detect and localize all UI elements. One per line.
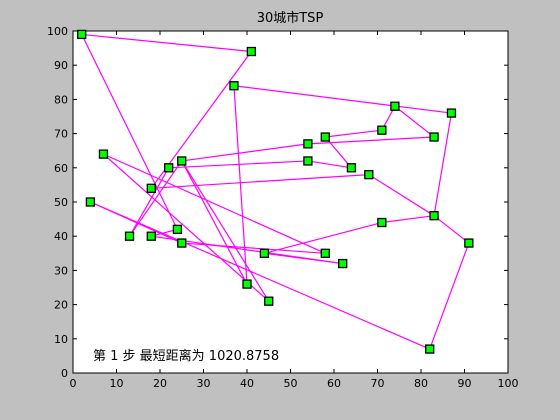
y-tick-label: 90 bbox=[54, 59, 68, 72]
route-segment bbox=[103, 153, 326, 254]
plot-area bbox=[72, 30, 509, 374]
city-marker bbox=[146, 231, 156, 241]
y-tick-label: 30 bbox=[54, 264, 68, 277]
x-tick-label: 30 bbox=[197, 377, 211, 390]
x-tick-label: 40 bbox=[240, 377, 254, 390]
route-segment bbox=[233, 85, 248, 285]
y-tick-label: 10 bbox=[54, 333, 68, 346]
y-tick-label: 0 bbox=[61, 367, 68, 380]
y-tick-label: 20 bbox=[54, 299, 68, 312]
x-tick-label: 90 bbox=[458, 377, 472, 390]
route-segment bbox=[151, 174, 369, 189]
route-segment bbox=[181, 160, 270, 302]
city-marker bbox=[259, 248, 270, 258]
y-tick-label: 100 bbox=[47, 25, 68, 38]
route-segment bbox=[433, 112, 453, 216]
city-marker bbox=[364, 169, 374, 180]
city-marker bbox=[177, 156, 187, 166]
route-segment bbox=[81, 34, 178, 230]
city-marker bbox=[446, 108, 457, 118]
x-tick-label: 80 bbox=[414, 377, 428, 390]
x-tick-label: 50 bbox=[284, 377, 298, 390]
y-tick-label: 80 bbox=[54, 93, 68, 106]
y-tick-label: 70 bbox=[54, 128, 68, 141]
city-marker bbox=[85, 197, 96, 207]
city-marker bbox=[98, 149, 109, 159]
route-segment bbox=[433, 215, 470, 244]
route-segment bbox=[429, 242, 470, 350]
route-segment bbox=[394, 105, 435, 138]
city-marker bbox=[320, 248, 330, 258]
route-segment bbox=[368, 174, 435, 217]
y-tick-label: 50 bbox=[54, 196, 68, 209]
route-segment bbox=[307, 160, 352, 169]
route-segment bbox=[233, 85, 452, 114]
route-segment bbox=[90, 201, 430, 350]
route-segment bbox=[181, 160, 248, 285]
city-marker bbox=[229, 81, 239, 91]
city-marker bbox=[425, 344, 435, 354]
route-segment bbox=[90, 201, 182, 244]
x-tick-label: 0 bbox=[70, 377, 77, 390]
route-segment bbox=[381, 215, 435, 224]
x-tick-label: 70 bbox=[371, 377, 385, 390]
city-marker bbox=[429, 211, 439, 221]
city-marker bbox=[124, 231, 135, 241]
city-marker bbox=[242, 279, 252, 289]
x-tick-label: 10 bbox=[110, 377, 124, 390]
city-marker bbox=[338, 258, 348, 269]
city-marker bbox=[264, 296, 274, 306]
route-segment bbox=[264, 221, 383, 254]
route-segment bbox=[307, 136, 435, 145]
x-tick-label: 100 bbox=[498, 377, 519, 390]
city-marker bbox=[377, 125, 387, 135]
city-marker bbox=[377, 217, 387, 228]
city-marker bbox=[246, 46, 257, 57]
best-distance-annotation: 第 1 步 最短距离为 1020.8758 bbox=[93, 348, 279, 364]
city-marker bbox=[303, 139, 313, 149]
city-marker bbox=[172, 224, 183, 235]
route-segment bbox=[168, 160, 308, 169]
chart-title: 30城市TSP bbox=[257, 10, 324, 26]
route-segment bbox=[181, 143, 308, 162]
route-segment bbox=[81, 33, 252, 53]
city-marker bbox=[164, 163, 174, 173]
city-markers bbox=[77, 29, 474, 354]
route-segment bbox=[129, 167, 170, 237]
city-marker bbox=[177, 238, 187, 248]
city-marker bbox=[146, 183, 156, 193]
city-marker bbox=[429, 132, 439, 142]
axis-ticks: 0 10 20 30 40 50 60 70 80 90 100 0 10 20 30 40 50 60 70 80 9… bbox=[47, 25, 519, 390]
city-marker bbox=[346, 163, 357, 173]
city-marker bbox=[320, 132, 330, 142]
city-marker bbox=[390, 101, 400, 111]
route-segment bbox=[325, 129, 382, 138]
route-segment bbox=[129, 160, 183, 237]
x-tick-label: 60 bbox=[327, 377, 341, 390]
route-segment bbox=[103, 153, 270, 302]
city-marker bbox=[77, 29, 87, 40]
city-marker bbox=[303, 156, 313, 166]
y-tick-label: 60 bbox=[54, 162, 68, 175]
city-marker bbox=[464, 238, 474, 248]
y-tick-label: 40 bbox=[54, 230, 68, 243]
x-tick-label: 20 bbox=[153, 377, 167, 390]
